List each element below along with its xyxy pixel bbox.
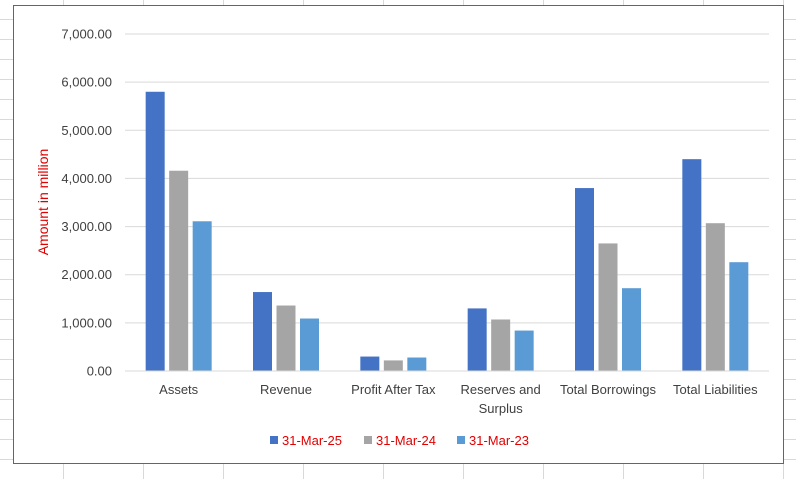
chart-area[interactable] bbox=[13, 5, 784, 464]
y-tick-label: 2,000.00 bbox=[61, 267, 112, 282]
legend-swatch bbox=[457, 436, 465, 444]
bars bbox=[145, 91, 749, 372]
legend-label: 31-Mar-23 bbox=[469, 433, 529, 448]
legend-label: 31-Mar-24 bbox=[376, 433, 436, 448]
bar[interactable] bbox=[253, 292, 272, 371]
bar[interactable] bbox=[729, 262, 749, 371]
bar[interactable] bbox=[300, 318, 319, 371]
x-axis-category-labels: Assets Revenue Profit After Tax Reserves an… bbox=[159, 382, 758, 416]
y-tick-label: 6,000.00 bbox=[61, 75, 112, 90]
bar[interactable] bbox=[407, 357, 427, 371]
legend-label: 31-Mar-25 bbox=[282, 433, 342, 448]
x-category-label: Profit After Tax bbox=[351, 382, 436, 397]
bar[interactable] bbox=[682, 159, 702, 371]
bar[interactable] bbox=[598, 243, 618, 371]
gridlines bbox=[125, 33, 769, 324]
x-category-label: Total Borrowings bbox=[560, 382, 657, 397]
bar[interactable] bbox=[705, 223, 725, 371]
y-tick-label: 5,000.00 bbox=[61, 123, 112, 138]
bar[interactable] bbox=[514, 330, 534, 371]
bar[interactable] bbox=[169, 170, 189, 371]
y-tick-label: 7,000.00 bbox=[61, 27, 112, 42]
y-tick-label: 0.00 bbox=[87, 364, 112, 379]
bar[interactable] bbox=[145, 91, 165, 372]
bar[interactable] bbox=[360, 356, 380, 371]
legend-swatch bbox=[364, 436, 372, 444]
y-tick-label: 3,000.00 bbox=[61, 219, 112, 234]
bar[interactable] bbox=[276, 305, 296, 371]
legend: 31-Mar-25 31-Mar-24 31-Mar-23 bbox=[270, 433, 529, 448]
x-category-label: Assets bbox=[159, 382, 199, 397]
bar[interactable] bbox=[192, 221, 212, 371]
y-tick-label: 1,000.00 bbox=[61, 315, 112, 330]
bar[interactable] bbox=[575, 188, 594, 371]
bar[interactable] bbox=[383, 360, 403, 371]
bar[interactable] bbox=[467, 308, 487, 371]
x-category-label: Total Liabilities bbox=[673, 382, 758, 397]
bar[interactable] bbox=[491, 319, 511, 371]
y-axis-title: Amount in million bbox=[35, 149, 51, 256]
y-tick-label: 4,000.00 bbox=[61, 171, 112, 186]
bar[interactable] bbox=[622, 288, 641, 371]
x-category-label: Revenue bbox=[260, 382, 312, 397]
legend-swatch bbox=[270, 436, 278, 444]
x-category-label: Reserves and Surplus bbox=[461, 382, 541, 416]
y-axis-tick-labels: 0.00 1,000.00 2,000.00 3,000.00 4,000.00 5,00… bbox=[61, 27, 112, 379]
